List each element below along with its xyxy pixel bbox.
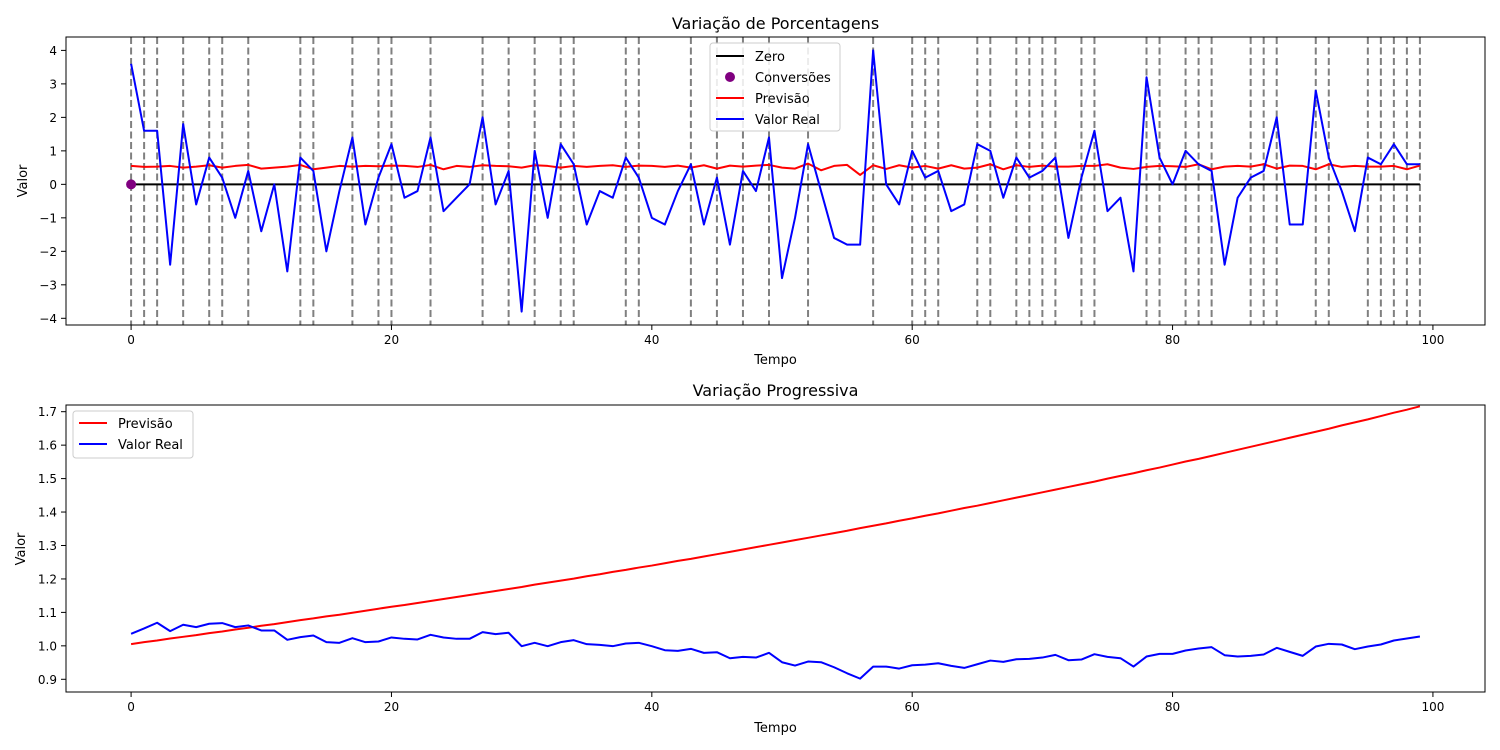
top-legend-label-previsao: Previsão <box>755 92 810 107</box>
top-legend-item-valor-real: Valor Real <box>716 113 820 128</box>
top-plot-area <box>126 49 1421 313</box>
top-axes-frame <box>65 36 1486 326</box>
chart-bottom-xlabel: Tempo <box>753 721 797 736</box>
bottom-ytick-label: 1.4 <box>38 506 57 520</box>
top-ytick-label: 1 <box>49 144 57 158</box>
bottom-legend-item-valor-real: Valor Real <box>79 438 183 453</box>
bottom-ytick-label: 1.1 <box>38 606 57 620</box>
top-xtick-label: 40 <box>644 333 659 347</box>
bottom-ytick-label: 1.5 <box>38 472 57 486</box>
top-series-valor-real <box>130 49 1420 313</box>
chart-bottom-ylabel: Valor <box>14 532 29 565</box>
top-legend-label-valor-real: Valor Real <box>755 113 820 128</box>
bottom-y-ticks: 0.9 1.0 1.1 1.2 1.3 1.4 1.5 1.6 1.7 <box>38 405 66 687</box>
bottom-ytick-label: 1.7 <box>38 405 57 419</box>
top-ytick-label: 3 <box>49 77 57 91</box>
chart-top: Variação de Porcentagens 0 20 40 60 80 100 −4… <box>16 14 1486 368</box>
top-legend-swatch-conversoes <box>725 72 735 82</box>
bottom-axes-frame <box>65 404 1486 693</box>
top-legend-item-zero: Zero <box>716 50 785 65</box>
top-xtick-label: 0 <box>127 333 135 347</box>
top-xtick-label: 60 <box>905 333 920 347</box>
top-legend-box <box>709 42 841 132</box>
top-x-ticks: 0 20 40 60 80 100 <box>127 325 1444 347</box>
bottom-plot-area <box>130 405 1421 680</box>
chart-bottom: Variação Progressiva 0 20 40 60 80 100 0.9 1.0… <box>14 381 1486 736</box>
bottom-series-previsao <box>130 405 1421 646</box>
bottom-series-valor-real <box>130 621 1421 680</box>
top-y-ticks: −4 −3 −2 −1 0 1 2 3 4 <box>39 44 66 326</box>
bottom-legend-item-previsao: Previsão <box>79 417 173 432</box>
top-point-conversoes <box>126 179 137 190</box>
top-xtick-label: 80 <box>1165 333 1180 347</box>
chart-top-title: Variação de Porcentagens <box>672 14 879 33</box>
chart-top-ylabel: Valor <box>16 164 31 197</box>
bottom-ytick-label: 1.2 <box>38 572 57 586</box>
bottom-xtick-label: 100 <box>1421 700 1444 714</box>
top-ytick-label: 2 <box>49 111 57 125</box>
bottom-ytick-label: 0.9 <box>38 673 57 687</box>
bottom-xtick-label: 40 <box>644 700 659 714</box>
bottom-ytick-label: 1.3 <box>38 539 57 553</box>
top-ytick-label: −1 <box>39 211 57 225</box>
top-ytick-label: −4 <box>39 312 57 326</box>
top-ytick-label: 0 <box>49 178 57 192</box>
bottom-legend: Previsão Valor Real <box>72 410 194 459</box>
top-legend-label-conversoes: Conversões <box>755 71 831 86</box>
bottom-x-ticks: 0 20 40 60 80 100 <box>127 692 1444 714</box>
top-legend-item-previsao: Previsão <box>716 92 810 107</box>
top-xtick-label: 100 <box>1421 333 1444 347</box>
top-ytick-label: −2 <box>39 245 57 259</box>
chart-top-xlabel: Tempo <box>753 353 797 368</box>
bottom-legend-label-valor-real: Valor Real <box>118 438 183 453</box>
top-legend: Zero Conversões Previsão Valor Real <box>709 42 841 132</box>
bottom-ytick-label: 1.0 <box>38 639 57 653</box>
top-legend-item-conversoes: Conversões <box>725 71 831 86</box>
bottom-xtick-label: 20 <box>384 700 399 714</box>
top-ytick-label: −3 <box>39 278 57 292</box>
top-legend-label-zero: Zero <box>755 50 785 65</box>
top-xtick-label: 20 <box>384 333 399 347</box>
chart-bottom-title: Variação Progressiva <box>693 381 859 400</box>
bottom-xtick-label: 80 <box>1165 700 1180 714</box>
bottom-xtick-label: 0 <box>127 700 135 714</box>
bottom-xtick-label: 60 <box>905 700 920 714</box>
bottom-legend-label-previsao: Previsão <box>118 417 173 432</box>
top-ytick-label: 4 <box>49 44 57 58</box>
bottom-ytick-label: 1.6 <box>38 439 57 453</box>
